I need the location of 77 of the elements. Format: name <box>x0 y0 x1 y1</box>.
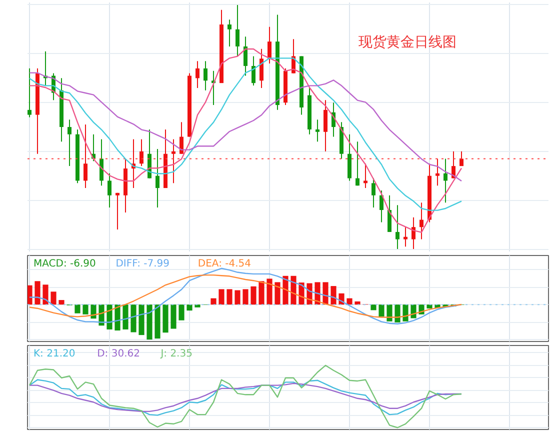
candlestick <box>252 56 256 86</box>
bar <box>402 304 408 322</box>
bar <box>42 284 48 305</box>
bar <box>394 304 400 322</box>
bar <box>370 304 376 310</box>
candlestick <box>460 150 464 167</box>
bar <box>34 281 40 305</box>
bar <box>386 304 392 322</box>
bar <box>226 289 232 305</box>
candlestick <box>108 172 112 208</box>
candlestick <box>396 204 400 250</box>
bar <box>194 304 200 308</box>
candlestick <box>228 19 232 47</box>
candlestick <box>100 138 104 186</box>
candlestick <box>156 148 160 208</box>
text: 现货黄金日线图 <box>358 34 456 50</box>
candlestick <box>324 100 328 152</box>
text: D: 30.62 <box>97 348 140 360</box>
text: K: 21.20 <box>34 348 76 360</box>
bar <box>82 304 88 314</box>
bar <box>242 289 248 305</box>
bar <box>274 282 280 305</box>
bar <box>426 304 432 308</box>
bar <box>170 304 176 329</box>
bar <box>122 304 128 330</box>
bar <box>28 285 32 305</box>
candlestick <box>68 119 72 167</box>
bar <box>250 286 256 305</box>
bar <box>178 304 184 320</box>
candlestick <box>140 138 144 167</box>
candlestick <box>436 158 440 186</box>
candlestick <box>116 192 120 230</box>
bar <box>378 304 384 316</box>
candlestick <box>196 60 200 88</box>
candlestick <box>388 194 392 232</box>
text: J: 2.35 <box>160 348 192 360</box>
candlestick <box>364 163 368 189</box>
bar <box>266 278 272 305</box>
candlestick <box>356 141 360 186</box>
candlestick <box>420 202 424 240</box>
bar <box>58 300 64 305</box>
text: DIFF: -7.99 <box>116 258 170 270</box>
candlestick <box>180 122 184 154</box>
candlestick <box>412 216 416 250</box>
bar <box>162 304 168 333</box>
bar <box>50 292 56 305</box>
bar <box>218 289 224 305</box>
candlestick <box>28 68 32 118</box>
candlestick <box>404 226 408 248</box>
candlestick <box>444 158 448 204</box>
bar <box>186 304 192 311</box>
bar <box>130 304 136 332</box>
bar <box>282 276 288 305</box>
bar <box>234 290 240 305</box>
series-label: MACD: -6.90 <box>34 258 96 270</box>
bar <box>74 304 80 314</box>
bar <box>258 281 264 305</box>
candlestick <box>380 190 384 223</box>
bar <box>114 304 120 330</box>
candlestick <box>452 150 456 179</box>
candlestick <box>84 124 88 189</box>
bar <box>138 304 144 336</box>
candlestick <box>236 4 240 57</box>
candlestick <box>268 26 272 64</box>
candlestick <box>204 60 208 91</box>
candlestick <box>244 36 248 76</box>
series-label: DEA: -4.54 <box>198 258 252 270</box>
candlestick <box>260 48 264 88</box>
bar <box>346 298 352 305</box>
candlestick <box>316 119 320 142</box>
bar <box>154 304 160 339</box>
bar <box>210 298 216 305</box>
bar <box>146 304 152 340</box>
bar <box>330 286 336 305</box>
candlestick <box>172 138 176 184</box>
candlestick <box>372 178 376 208</box>
bar <box>354 301 360 305</box>
